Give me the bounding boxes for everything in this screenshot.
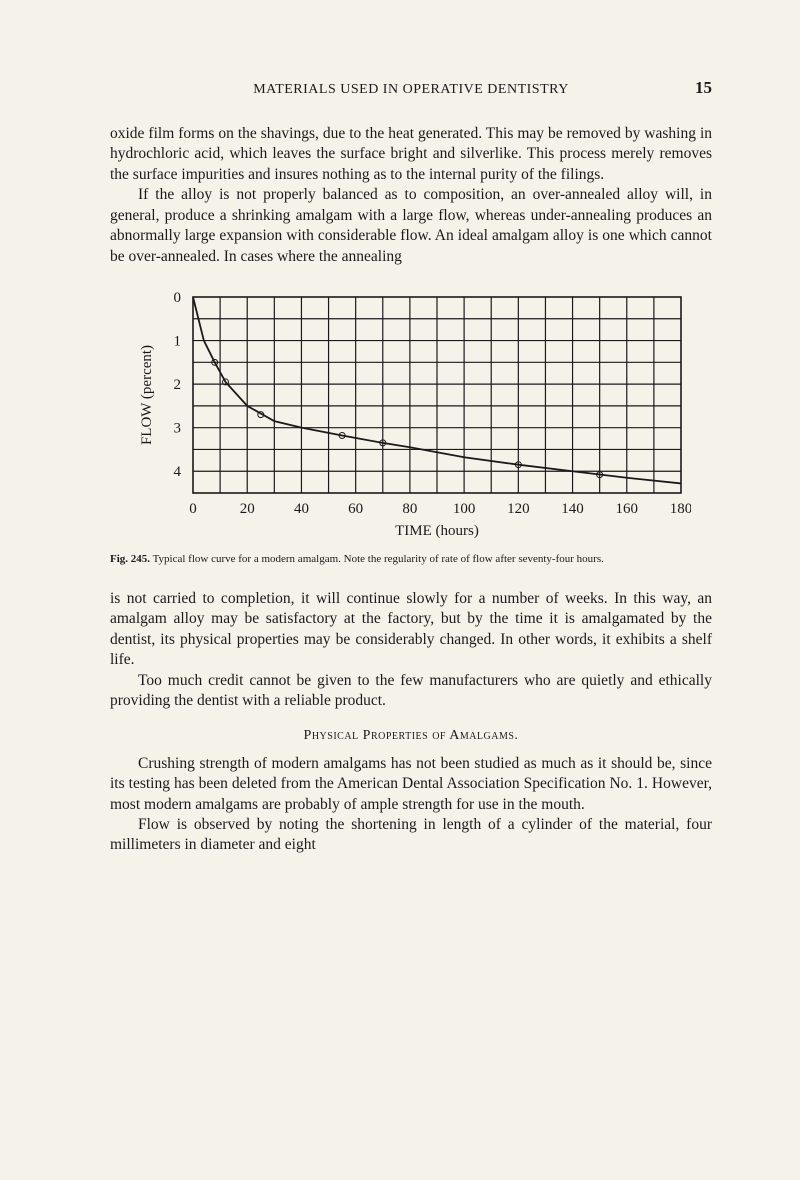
svg-text:20: 20	[240, 501, 255, 517]
svg-text:FLOW (percent): FLOW (percent)	[139, 345, 155, 445]
svg-text:140: 140	[561, 501, 584, 517]
svg-text:120: 120	[507, 501, 530, 517]
paragraph: Too much credit cannot be given to the f…	[110, 671, 712, 712]
flow-chart: 0 20 40 60 80 100 120 140 160 180 0 1 2 3 4 TIME (hours…	[110, 289, 712, 539]
flow-curve-chart: 0 20 40 60 80 100 120 140 160 180 0 1 2 3 4 TIME (hours…	[131, 289, 691, 539]
paragraph: If the alloy is not properly balanced as…	[110, 185, 712, 267]
paragraph: oxide film forms on the shavings, due to…	[110, 124, 712, 185]
page: MATERIALS USED IN OPERATIVE DENTISTRY 15…	[0, 0, 800, 896]
svg-text:1: 1	[174, 334, 182, 350]
page-number: 15	[682, 78, 712, 98]
svg-text:100: 100	[453, 501, 476, 517]
svg-text:3: 3	[174, 421, 182, 437]
svg-text:180: 180	[670, 501, 691, 517]
svg-text:2: 2	[174, 377, 182, 393]
svg-text:0: 0	[174, 290, 182, 306]
svg-text:160: 160	[616, 501, 639, 517]
svg-text:TIME (hours): TIME (hours)	[395, 523, 479, 539]
running-head: MATERIALS USED IN OPERATIVE DENTISTRY	[140, 82, 682, 98]
svg-text:40: 40	[294, 501, 309, 517]
paragraph: is not carried to completion, it will co…	[110, 589, 712, 671]
section-heading: Physical Properties of Amalgams.	[110, 728, 712, 744]
svg-text:0: 0	[189, 501, 197, 517]
svg-text:80: 80	[402, 501, 417, 517]
figure-caption: Fig. 245. Typical flow curve for a moder…	[110, 553, 712, 567]
paragraph: Flow is observed by noting the shortenin…	[110, 815, 712, 856]
caption-text: Typical flow curve for a modern amalgam.…	[150, 553, 604, 565]
caption-lead: Fig. 245.	[110, 553, 150, 565]
svg-text:60: 60	[348, 501, 363, 517]
page-header: MATERIALS USED IN OPERATIVE DENTISTRY 15	[110, 78, 712, 98]
paragraph: Crushing strength of modern amalgams has…	[110, 754, 712, 815]
svg-text:4: 4	[174, 464, 182, 480]
